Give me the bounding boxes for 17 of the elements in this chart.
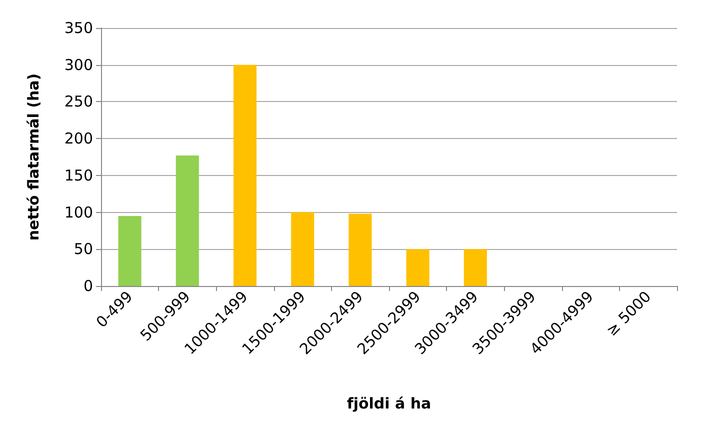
y-tick-label: 50	[74, 240, 93, 258]
y-tick-label: 100	[64, 203, 93, 222]
y-tick-label: 250	[64, 92, 93, 111]
y-tick-label: 300	[64, 56, 93, 74]
y-tick-label: 200	[64, 130, 93, 148]
bar	[291, 212, 314, 286]
bar	[348, 214, 372, 286]
bar	[233, 64, 257, 286]
y-axis-title: nettó flatarmál (ha)	[24, 73, 42, 241]
y-tick-label: 350	[64, 19, 93, 37]
bar	[118, 216, 142, 286]
bar	[464, 249, 487, 286]
y-tick-label: 0	[83, 277, 93, 295]
y-tick-label: 150	[64, 166, 93, 184]
bar	[406, 249, 430, 286]
x-axis-title: fjöldi á ha	[346, 394, 432, 412]
bar	[176, 156, 199, 286]
